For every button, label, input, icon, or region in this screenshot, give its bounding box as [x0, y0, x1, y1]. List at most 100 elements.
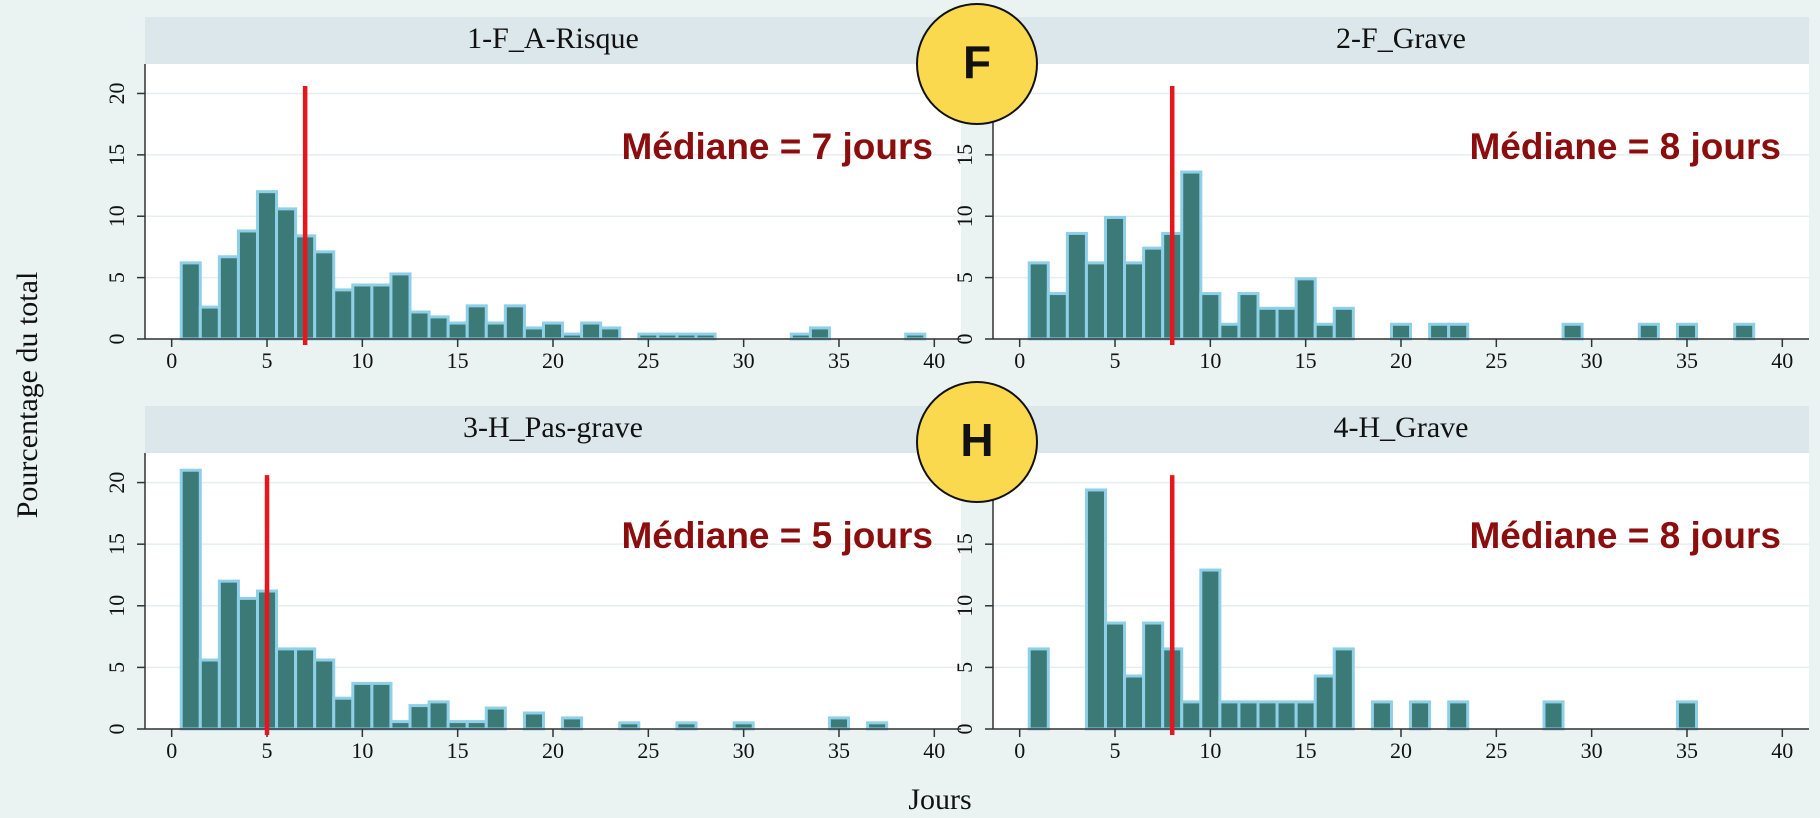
bar	[389, 272, 412, 341]
badge: F	[916, 3, 1038, 125]
bar	[332, 696, 355, 731]
bar	[541, 321, 565, 341]
x-tick-label: 5	[262, 738, 273, 763]
y-tick-label: 15	[952, 533, 977, 555]
bar	[1447, 322, 1470, 341]
x-tick-label: 20	[1390, 738, 1412, 763]
x-tick-label: 15	[447, 348, 469, 373]
bar	[1084, 488, 1107, 731]
bar	[1046, 292, 1069, 341]
bar	[1218, 322, 1241, 341]
x-tick-label: 20	[542, 738, 564, 763]
x-tick-label: 20	[1390, 348, 1412, 373]
bar	[618, 721, 641, 731]
panel-title: 2-F_Grave	[1336, 22, 1466, 55]
bar	[1675, 322, 1699, 341]
y-tick-label: 10	[104, 595, 129, 617]
bar	[484, 321, 507, 341]
y-tick-label: 15	[104, 144, 129, 166]
x-tick-label: 40	[923, 738, 945, 763]
y-tick-label: 15	[104, 533, 129, 555]
y-tick-label: 0	[952, 334, 977, 345]
bar	[446, 720, 469, 731]
y-tick-label: 5	[952, 272, 977, 283]
x-tick-label: 20	[542, 348, 564, 373]
bar	[827, 716, 851, 731]
x-tick-label: 5	[262, 348, 273, 373]
bar	[198, 658, 221, 731]
y-tick-label: 0	[952, 724, 977, 735]
bar	[427, 315, 450, 341]
y-tick-label: 15	[952, 144, 977, 166]
bar	[370, 283, 393, 341]
bar	[1199, 568, 1222, 731]
x-tick-label: 35	[1676, 738, 1698, 763]
panel-title: 3-H_Pas-grave	[463, 411, 643, 444]
strip	[145, 406, 961, 453]
bar	[1370, 700, 1393, 731]
x-tick-label: 10	[1199, 738, 1221, 763]
y-tick-label: 10	[952, 205, 977, 227]
bar	[1733, 322, 1756, 341]
x-tick-label: 40	[1771, 348, 1793, 373]
bar	[1428, 322, 1451, 341]
x-tick-label: 15	[1295, 738, 1317, 763]
bar	[1237, 292, 1260, 341]
bar	[1199, 292, 1222, 341]
x-tick-label: 25	[637, 348, 659, 373]
bar	[370, 681, 393, 731]
x-tick-label: 30	[1581, 738, 1603, 763]
bar	[1103, 621, 1127, 731]
bar	[1256, 306, 1279, 341]
x-tick-label: 30	[733, 348, 755, 373]
strip	[993, 406, 1809, 453]
bar	[1332, 306, 1355, 341]
badge: H	[916, 381, 1038, 503]
bar	[465, 304, 488, 341]
bar	[1542, 700, 1565, 731]
bar	[1103, 215, 1127, 341]
bar	[294, 647, 317, 731]
badge-label: F	[963, 36, 991, 88]
badge-circle	[916, 381, 1038, 503]
x-tick-label: 5	[1110, 738, 1121, 763]
bar	[1675, 700, 1699, 731]
bar	[465, 720, 488, 731]
bar	[1294, 277, 1317, 341]
bar	[446, 321, 469, 341]
y-tick-label: 20	[104, 82, 129, 104]
bar	[522, 711, 545, 731]
bar	[1084, 261, 1107, 341]
annotation: Médiane = 8 jours	[1469, 126, 1781, 167]
bar	[1389, 322, 1413, 341]
bar	[1218, 700, 1241, 731]
bar	[732, 721, 755, 731]
y-tick-label: 20	[104, 472, 129, 494]
bar	[275, 647, 298, 731]
bar	[313, 658, 336, 731]
bar	[1561, 322, 1584, 341]
bar	[1237, 700, 1260, 731]
bar	[522, 326, 545, 341]
badge-label: H	[960, 414, 993, 466]
strip	[993, 17, 1809, 64]
bar	[1180, 700, 1203, 731]
bar	[408, 310, 431, 341]
x-tick-label: 25	[1485, 348, 1507, 373]
bar	[408, 704, 431, 731]
y-tick-label: 5	[104, 662, 129, 673]
bar	[866, 721, 889, 731]
x-tick-label: 10	[1199, 348, 1221, 373]
bar	[1027, 261, 1050, 341]
y-tick-label: 0	[104, 334, 129, 345]
x-tick-label: 15	[1295, 348, 1317, 373]
bar	[313, 250, 336, 341]
bar	[1065, 231, 1088, 341]
bar	[1275, 306, 1298, 341]
x-tick-label: 0	[166, 348, 177, 373]
y-tick-label: 5	[104, 272, 129, 283]
bar	[1313, 322, 1336, 341]
bar	[351, 283, 374, 341]
x-tick-label: 15	[447, 738, 469, 763]
x-tick-label: 40	[1771, 738, 1793, 763]
